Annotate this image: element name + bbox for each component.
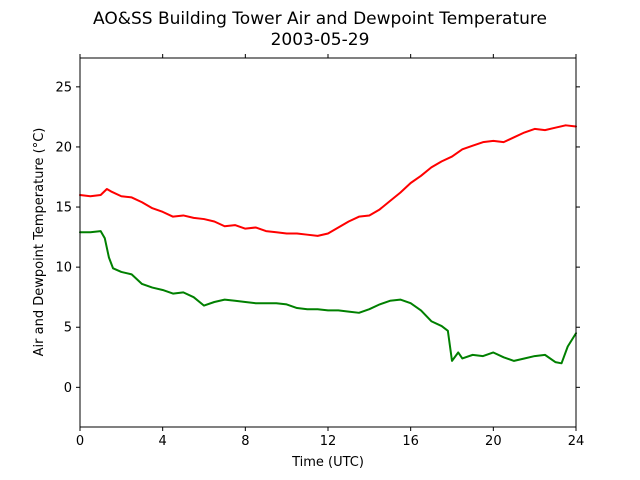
plot-background [80,58,576,427]
y-tick-label: 20 [55,140,72,155]
plot-area [80,58,576,427]
y-tick-label: 15 [55,201,72,216]
chart-title: AO&SS Building Tower Air and Dewpoint Te… [93,9,547,29]
chart-subtitle: 2003-05-29 [271,30,370,50]
series-line-1 [79,124,577,237]
x-tick-label: 8 [241,434,249,449]
y-tick-label: 5 [64,321,72,336]
y-tick-label: 10 [55,261,72,276]
x-tick-label: 16 [402,434,419,449]
series-line-2 [79,230,577,365]
x-axis-label: Time (UTC) [291,455,364,470]
x-tick-label: 24 [568,434,585,449]
x-tick-label: 20 [485,434,502,449]
axes-group: 0 4 8 12 16 20 24 0 5 10 15 20 25 [55,54,584,449]
y-axis-label: Air and Dewpoint Temperature (°C) [32,128,47,357]
x-tick-label: 0 [76,434,84,449]
x-tick-label: 12 [320,434,337,449]
y-tick-label: 0 [64,381,72,396]
series-group [79,124,577,365]
x-tick-label: 4 [159,434,167,449]
y-tick-label: 25 [55,80,72,95]
